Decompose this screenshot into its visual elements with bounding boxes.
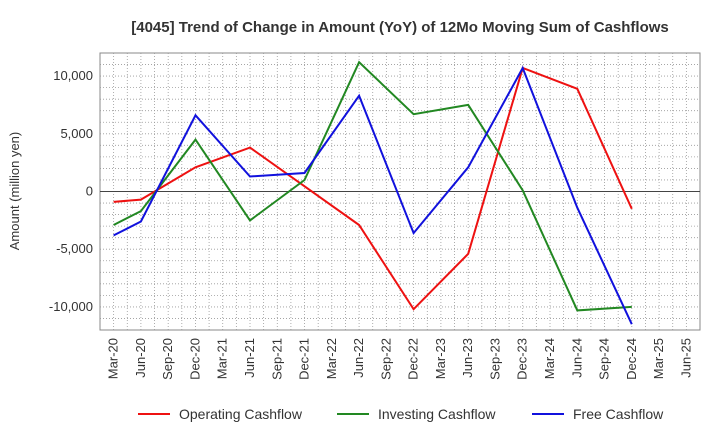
- x-tick-label: Jun-20: [133, 338, 148, 378]
- x-tick-label: Jun-22: [351, 338, 366, 378]
- legend-label-operating-cashflow: Operating Cashflow: [179, 406, 303, 422]
- y-tick-label: -10,000: [49, 299, 93, 314]
- x-tick-label: Mar-21: [215, 338, 230, 379]
- x-tick-label: Sep-21: [269, 338, 284, 380]
- x-tick-label: Dec-24: [624, 338, 639, 380]
- x-tick-label: Jun-23: [460, 338, 475, 378]
- series-line-investing-cashflow: [113, 60, 632, 312]
- x-tick-label: Sep-23: [487, 338, 502, 380]
- x-tick-label: Mar-22: [324, 338, 339, 379]
- y-tick-label: 5,000: [60, 126, 93, 141]
- x-tick-label: Mar-24: [542, 338, 557, 379]
- y-axis-label: Amount (million yen): [7, 132, 22, 251]
- x-tick-label: Sep-22: [378, 338, 393, 380]
- y-tick-label: -5,000: [56, 241, 93, 256]
- x-tick-label: Jun-25: [678, 338, 693, 378]
- x-tick-label: Jun-24: [569, 338, 584, 378]
- series-line-free-cashflow: [113, 65, 633, 325]
- y-tick-label: 0: [86, 184, 93, 199]
- x-tick-label: Dec-21: [297, 338, 312, 380]
- x-tick-label: Sep-20: [160, 338, 175, 380]
- x-tick-label: Dec-23: [515, 338, 530, 380]
- x-tick-label: Dec-20: [187, 338, 202, 380]
- legend: Operating Cashflow Investing Cashflow Free…: [138, 406, 664, 422]
- x-tick-label: Mar-25: [651, 338, 666, 379]
- chart-title: [4045] Trend of Change in Amount (YoY) o…: [131, 19, 669, 36]
- x-tick-label: Dec-22: [406, 338, 421, 380]
- legend-label-free-cashflow: Free Cashflow: [573, 406, 664, 422]
- y-tick-label: 10,000: [53, 68, 93, 83]
- legend-label-investing-cashflow: Investing Cashflow: [378, 406, 496, 422]
- series-line-operating-cashflow: [113, 66, 633, 311]
- x-tick-label: Jun-21: [242, 338, 257, 378]
- x-tick-label: Sep-24: [597, 338, 612, 380]
- plot-area: -10,000 -5,000 0 5,000 10,000 Mar-20 Jun-20 Sep…: [49, 52, 701, 380]
- x-tick-label: Mar-23: [433, 338, 448, 379]
- x-tick-label: Mar-20: [106, 338, 121, 379]
